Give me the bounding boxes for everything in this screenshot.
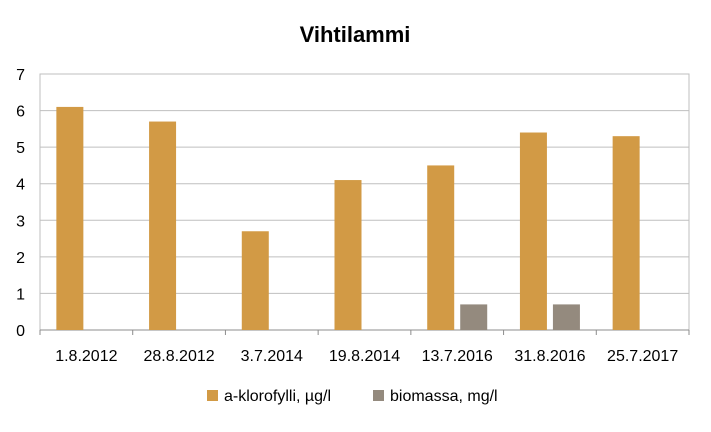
legend-label: biomassa, mg/l	[390, 388, 498, 405]
x-tick-label: 3.7.2014	[241, 348, 303, 365]
y-tick-label: 0	[16, 323, 25, 340]
bar-a-klorofylli	[427, 165, 455, 330]
y-axis-tick-labels: 0 1 2 3 4 5 6 7	[16, 67, 25, 340]
bar-a-klorofylli	[241, 231, 269, 330]
axes	[39, 73, 690, 335]
legend: a-klorofylli, µg/l biomassa, mg/l	[207, 388, 498, 405]
x-tick-label: 25.7.2017	[607, 348, 678, 365]
gridlines	[40, 73, 689, 294]
y-tick-label: 1	[16, 286, 25, 303]
legend-swatch	[373, 390, 384, 401]
y-tick-label: 3	[16, 213, 25, 230]
legend-swatch	[207, 390, 218, 401]
x-tick-label: 28.8.2012	[143, 348, 214, 365]
y-tick-label: 7	[16, 67, 25, 84]
bar-biomassa	[460, 304, 488, 330]
x-tick-label: 19.8.2014	[329, 348, 400, 365]
bar-a-klorofylli	[334, 180, 362, 330]
bar-a-klorofylli	[56, 106, 84, 331]
y-tick-label: 6	[16, 104, 25, 121]
bars	[56, 106, 640, 331]
bar-a-klorofylli	[149, 121, 177, 331]
y-tick-label: 2	[16, 250, 25, 267]
x-tick-label: 1.8.2012	[55, 348, 117, 365]
plot-area-border	[39, 73, 690, 331]
y-tick-label: 4	[16, 177, 25, 194]
bar-biomassa	[552, 304, 580, 330]
x-tick-label: 13.7.2016	[422, 348, 493, 365]
legend-label: a-klorofylli, µg/l	[224, 388, 331, 405]
x-axis-tick-labels: 1.8.2012 28.8.2012 3.7.2014 19.8.2014 13.7.2…	[55, 348, 678, 365]
bar-a-klorofylli	[519, 132, 547, 330]
x-tick-label: 31.8.2016	[514, 348, 585, 365]
chart-title: Vihtilammi	[300, 22, 411, 47]
y-tick-label: 5	[16, 140, 25, 157]
bar-a-klorofylli	[612, 136, 640, 330]
